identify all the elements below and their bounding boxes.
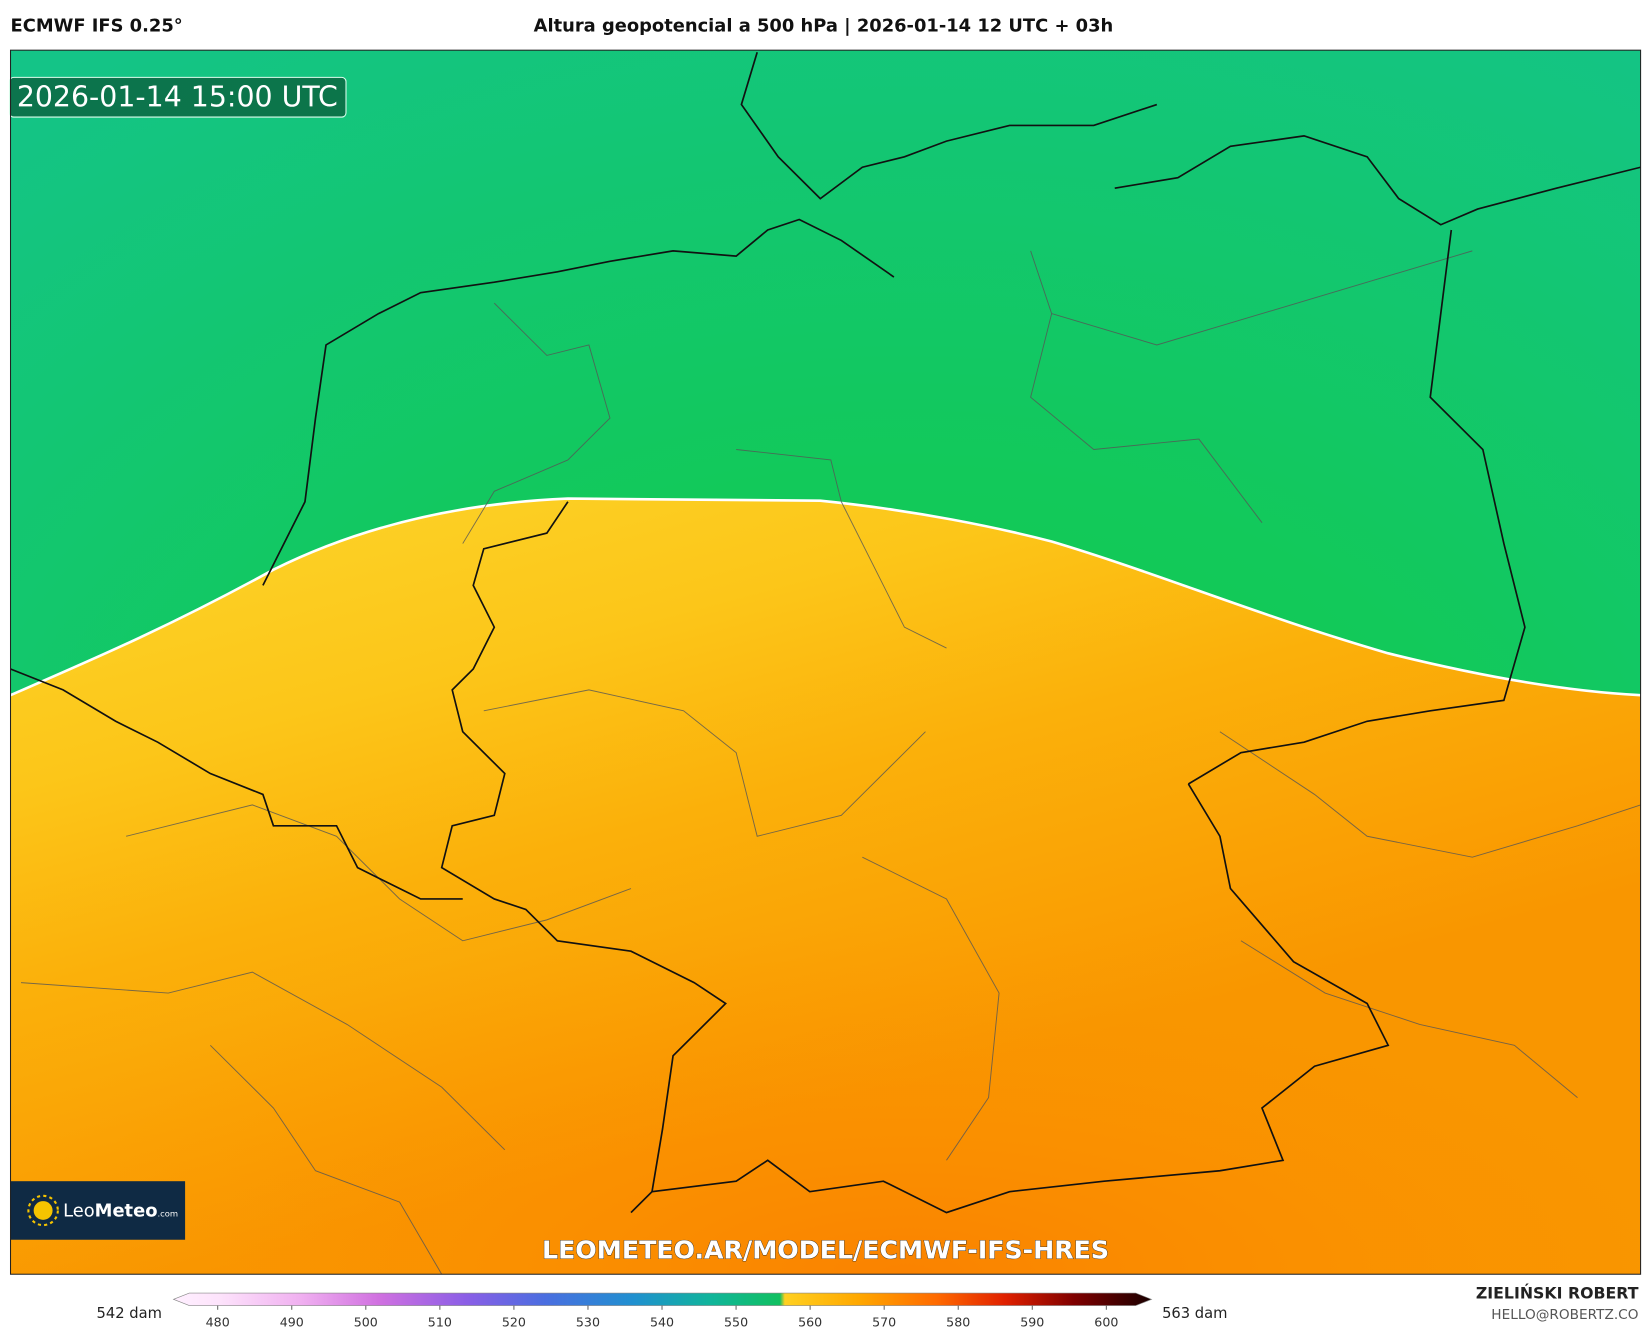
email: HELLO@ROBERTZ.CO — [1491, 1307, 1638, 1323]
colorbar-tick-label: 560 — [798, 1315, 822, 1330]
colorbar-tick-label: 540 — [650, 1315, 674, 1330]
logo-sun — [33, 1201, 53, 1220]
author: ZIELIŃSKI ROBERT — [1476, 1283, 1639, 1302]
logo-rays — [27, 1194, 59, 1227]
hot-region — [10, 682, 1641, 1275]
colorbar-tick-label: 500 — [354, 1315, 378, 1330]
logo-text: LeoMeteo.com — [63, 1201, 178, 1222]
colorbar-tick-label: 480 — [206, 1315, 230, 1330]
colorbar-tick-label: 580 — [946, 1315, 970, 1330]
colorbar-min: 542 dam — [97, 1305, 162, 1322]
map-title: Altura geopotencial a 500 hPa | 2026-01-… — [534, 15, 1114, 36]
colorbar-tick-label: 520 — [502, 1315, 526, 1330]
colorbar-ramp — [172, 1292, 1153, 1306]
colorbar-tick-label: 550 — [724, 1315, 748, 1330]
logo-domain: .com — [157, 1209, 178, 1219]
country-borders — [10, 52, 1641, 1214]
region-borders — [20, 250, 1641, 1275]
watermark: LEOMETEO.AR/MODEL/ECMWF-IFS-HRES — [542, 1236, 1109, 1265]
colorbar-tick-label: 600 — [1094, 1315, 1118, 1330]
colorbar-max: 563 dam — [1162, 1305, 1227, 1322]
valid-time: 2026-01-14 15:00 UTC — [17, 81, 338, 114]
colorbar-tick-label: 490 — [280, 1315, 304, 1330]
model-label: ECMWF IFS 0.25° — [11, 15, 183, 36]
logo-bold: Meteo — [95, 1201, 158, 1222]
map: 2026-01-14 15:00 UTC LeoMeteo.com LEOMET… — [8, 49, 1642, 1275]
valid-time-badge — [8, 76, 347, 118]
colorbar-tick-label: 570 — [872, 1315, 896, 1330]
colorbar-tick-label: 590 — [1020, 1315, 1044, 1330]
colorbar-tick-label: 530 — [576, 1315, 600, 1330]
colorbar: 542 dam 563 dam 480 490 500 510 520 530 540 550… — [97, 1292, 1227, 1330]
contour-line — [9, 497, 1641, 697]
logo-light: Leo — [63, 1201, 95, 1222]
map-frame — [9, 49, 1642, 1275]
colorbar-tick-label: 510 — [428, 1315, 452, 1330]
